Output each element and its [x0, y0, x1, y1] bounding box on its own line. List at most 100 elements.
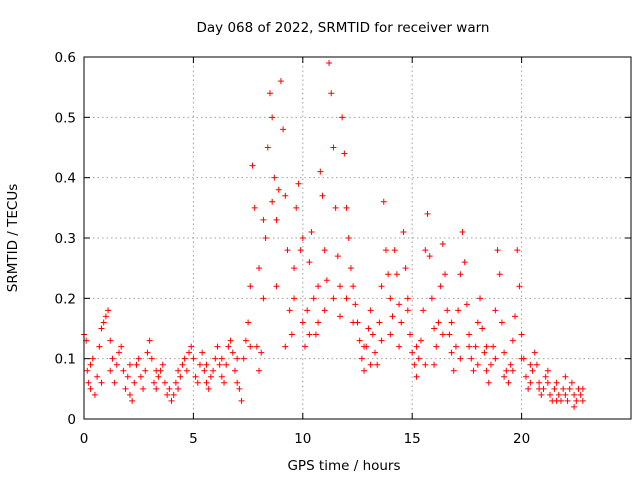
data-point	[376, 319, 383, 326]
data-point	[483, 343, 490, 350]
data-point	[356, 337, 363, 344]
data-point	[109, 355, 116, 362]
data-point	[155, 373, 162, 380]
data-point	[444, 307, 451, 314]
data-point	[84, 367, 91, 374]
data-point	[118, 343, 125, 350]
data-point	[404, 295, 411, 302]
data-point	[334, 253, 341, 260]
data-point	[203, 361, 210, 368]
data-point	[260, 216, 267, 223]
data-point	[492, 355, 499, 362]
data-point	[306, 259, 313, 266]
y-tick-label: 0.5	[55, 110, 76, 126]
data-point	[579, 397, 586, 404]
data-point	[262, 235, 269, 241]
data-point	[218, 355, 225, 362]
data-point	[398, 319, 405, 326]
data-point	[194, 379, 201, 386]
data-point	[151, 379, 158, 386]
data-point	[214, 343, 221, 350]
data-point	[131, 379, 138, 386]
data-point	[479, 325, 486, 332]
data-point	[170, 391, 177, 398]
data-point	[367, 361, 374, 368]
data-point	[571, 391, 578, 398]
data-point	[245, 319, 252, 326]
data-point	[542, 373, 549, 380]
data-point	[437, 283, 444, 290]
data-point	[284, 247, 291, 254]
data-point	[227, 337, 234, 344]
data-point	[192, 373, 199, 380]
data-point	[260, 295, 267, 302]
data-point	[529, 367, 536, 374]
data-point	[551, 385, 558, 392]
data-point	[509, 337, 516, 344]
data-point	[264, 144, 271, 151]
data-point	[85, 379, 92, 386]
data-point	[487, 361, 494, 368]
data-point	[124, 373, 131, 380]
data-point	[196, 361, 203, 368]
data-point	[407, 331, 414, 338]
data-point	[186, 349, 193, 356]
data-point	[411, 361, 418, 368]
plot-frame	[83, 56, 632, 420]
data-point	[315, 319, 322, 326]
data-point	[273, 216, 280, 223]
data-point	[485, 379, 492, 386]
data-point	[231, 367, 238, 374]
data-point	[183, 367, 190, 374]
data-point	[457, 355, 464, 362]
data-point	[175, 385, 182, 392]
data-point	[135, 355, 142, 362]
data-point	[319, 192, 326, 199]
data-point	[153, 367, 160, 374]
data-point	[352, 301, 359, 308]
data-point	[372, 349, 379, 356]
data-point	[466, 343, 473, 350]
data-point	[343, 204, 350, 211]
data-point	[435, 319, 442, 326]
data-point	[431, 325, 438, 332]
data-point	[166, 385, 173, 392]
data-point	[256, 367, 263, 374]
data-point	[560, 385, 567, 392]
data-point	[382, 247, 389, 254]
data-point	[389, 313, 396, 320]
data-point	[323, 277, 330, 284]
data-point	[299, 319, 306, 326]
data-point	[242, 337, 249, 344]
data-point	[240, 355, 247, 362]
data-point	[492, 307, 499, 314]
data-point	[387, 331, 394, 338]
data-point	[175, 367, 182, 374]
data-point	[494, 247, 501, 254]
data-point	[137, 373, 144, 380]
data-point	[234, 355, 241, 362]
data-point	[525, 385, 532, 392]
data-point	[107, 337, 114, 344]
data-point	[527, 361, 534, 368]
data-point	[190, 355, 197, 362]
data-point	[308, 228, 315, 235]
data-point	[426, 253, 433, 260]
data-point	[378, 283, 385, 290]
data-point	[336, 313, 343, 320]
data-point	[216, 361, 223, 368]
data-point	[210, 367, 217, 374]
data-point	[448, 319, 455, 326]
data-point	[365, 325, 372, 332]
data-point	[448, 349, 455, 356]
data-point	[409, 349, 416, 356]
data-point	[172, 379, 179, 386]
data-point	[207, 373, 214, 380]
y-tick-label: 0.3	[55, 231, 76, 247]
data-point	[269, 198, 276, 205]
data-point	[514, 247, 521, 254]
data-point	[516, 283, 523, 290]
x-axis-label: GPS time / hours	[287, 458, 400, 474]
y-tick-label: 0.4	[55, 171, 76, 187]
